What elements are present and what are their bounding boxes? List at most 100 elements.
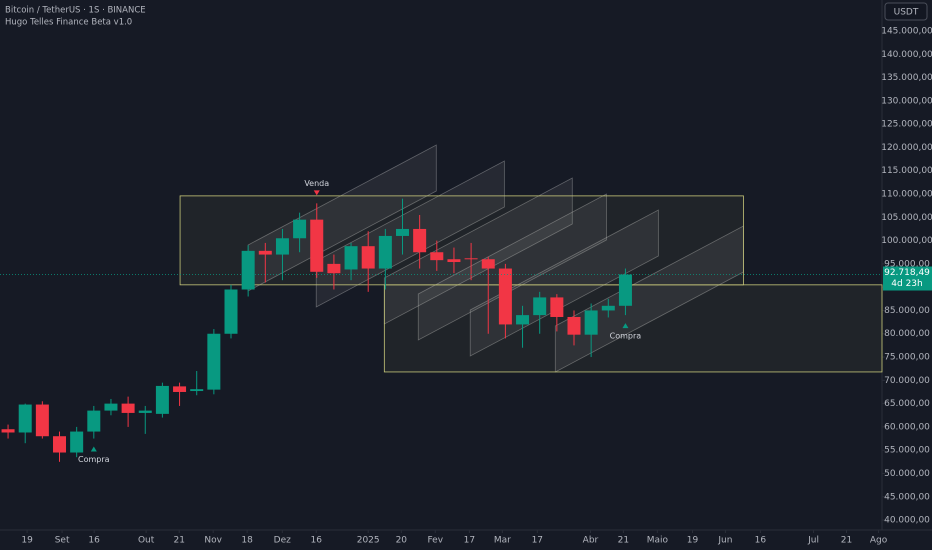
y-tick-label: 50.000,00 xyxy=(884,469,930,479)
y-tick-label: 115.000,00 xyxy=(881,166,932,176)
candle-body xyxy=(224,289,238,334)
y-tick-label: 135.000,00 xyxy=(881,73,932,83)
candle-body xyxy=(241,250,255,290)
x-tick-label: Set xyxy=(55,536,70,546)
y-tick-label: 60.000,00 xyxy=(884,422,930,432)
x-tick-label: Jun xyxy=(717,536,732,546)
candle-body xyxy=(413,228,427,253)
candle-body xyxy=(481,259,495,269)
candle-body xyxy=(464,258,478,260)
candle-body xyxy=(344,246,358,270)
currency[interactable]: USDT xyxy=(894,8,919,18)
y-tick-label: 110.000,00 xyxy=(881,190,932,200)
candle-body xyxy=(173,386,187,392)
candle-body xyxy=(378,235,392,269)
candle-body xyxy=(533,297,547,316)
channel xyxy=(417,193,607,341)
x-tick-label: Maio xyxy=(647,536,669,546)
x-tick-label: Abr xyxy=(583,536,599,546)
x-tick-label: 19 xyxy=(21,536,33,546)
candle-body xyxy=(18,404,32,433)
signal-label: Compra xyxy=(78,455,110,464)
x-tick-label: 18 xyxy=(241,536,253,546)
y-tick-label: 120.000,00 xyxy=(881,143,932,153)
y-tick-label: 125.000,00 xyxy=(881,120,932,130)
y-tick-label: 40.000,00 xyxy=(884,516,930,526)
candle-body xyxy=(447,259,461,263)
sell-marker xyxy=(313,190,320,196)
buy-marker xyxy=(622,323,629,329)
candle-body xyxy=(53,436,67,453)
x-tick-label: 17 xyxy=(532,536,543,546)
candle-body xyxy=(207,333,221,390)
y-tick-label: 145.000,00 xyxy=(881,27,932,37)
x-tick-label: 21 xyxy=(841,536,852,546)
candle-body xyxy=(275,238,289,255)
x-tick-label: 16 xyxy=(88,536,100,546)
candle-body xyxy=(87,410,101,432)
currency-box[interactable] xyxy=(884,2,928,21)
candle-body xyxy=(121,403,135,413)
last-price-label: 92.718,49 xyxy=(884,268,930,278)
candle-body xyxy=(327,263,341,274)
candle-body xyxy=(550,297,564,317)
signal-label: Venda xyxy=(304,179,329,188)
candle-body xyxy=(1,429,15,433)
x-tick-label: Out xyxy=(138,536,155,546)
chart-title: Bitcoin / TetherUS · 1S · BINANCE xyxy=(5,6,146,16)
zone xyxy=(179,195,744,286)
x-tick-label: Mar xyxy=(494,536,511,546)
candle-body xyxy=(516,315,530,325)
countdown: 4d 23h xyxy=(891,279,922,289)
candle-body xyxy=(498,268,512,325)
x-tick-label: 16 xyxy=(755,536,767,546)
last-price-box xyxy=(883,266,932,291)
candle-body xyxy=(190,389,204,392)
candle-body xyxy=(430,252,444,261)
candle-body xyxy=(138,410,152,413)
x-tick-label: 20 xyxy=(396,536,408,546)
zone xyxy=(383,284,883,373)
candle-body xyxy=(601,305,615,311)
x-tick-label: Ago xyxy=(870,536,888,546)
x-tick-label: 19 xyxy=(687,536,699,546)
y-tick-label: 65.000,00 xyxy=(884,399,930,409)
candle-body xyxy=(155,385,169,414)
candle-body xyxy=(361,246,375,269)
channel xyxy=(315,160,505,308)
x-tick-label: Fev xyxy=(427,536,443,546)
candle-body xyxy=(310,219,324,272)
y-tick-label: 100.000,00 xyxy=(881,236,932,246)
candle-body xyxy=(35,404,49,437)
y-tick-label: 70.000,00 xyxy=(884,376,930,386)
signal-label: Compra xyxy=(610,332,642,341)
x-tick-label: 2025 xyxy=(357,536,380,546)
x-tick-label: 21 xyxy=(173,536,184,546)
y-tick-label: 105.000,00 xyxy=(881,213,932,223)
x-tick-label: Jul xyxy=(807,536,819,546)
x-tick-label: 21 xyxy=(618,536,629,546)
y-tick-label: 95.000,00 xyxy=(884,259,930,269)
y-tick-label: 45.000,00 xyxy=(884,492,930,502)
candle-body xyxy=(70,431,84,453)
y-tick-label: 130.000,00 xyxy=(881,96,932,106)
y-tick-label: 85.000,00 xyxy=(884,306,930,316)
x-tick-label: 16 xyxy=(311,536,323,546)
candle-body xyxy=(618,274,632,306)
y-tick-label: 75.000,00 xyxy=(884,353,930,363)
candle-body xyxy=(395,228,409,236)
candle-body xyxy=(584,310,598,335)
y-tick-label: 140.000,00 xyxy=(881,50,932,60)
x-tick-label: 17 xyxy=(464,536,475,546)
y-tick-label: 80.000,00 xyxy=(884,329,930,339)
candle-body xyxy=(567,316,581,335)
candle-body xyxy=(104,403,118,411)
x-tick-label: Nov xyxy=(204,536,222,546)
candle-body xyxy=(258,250,272,255)
indicator-name: Hugo Telles Finance Beta v1.0 xyxy=(5,18,132,28)
x-tick-label: Dez xyxy=(274,536,291,546)
buy-marker xyxy=(90,446,97,452)
y-tick-label: 55.000,00 xyxy=(884,446,930,456)
